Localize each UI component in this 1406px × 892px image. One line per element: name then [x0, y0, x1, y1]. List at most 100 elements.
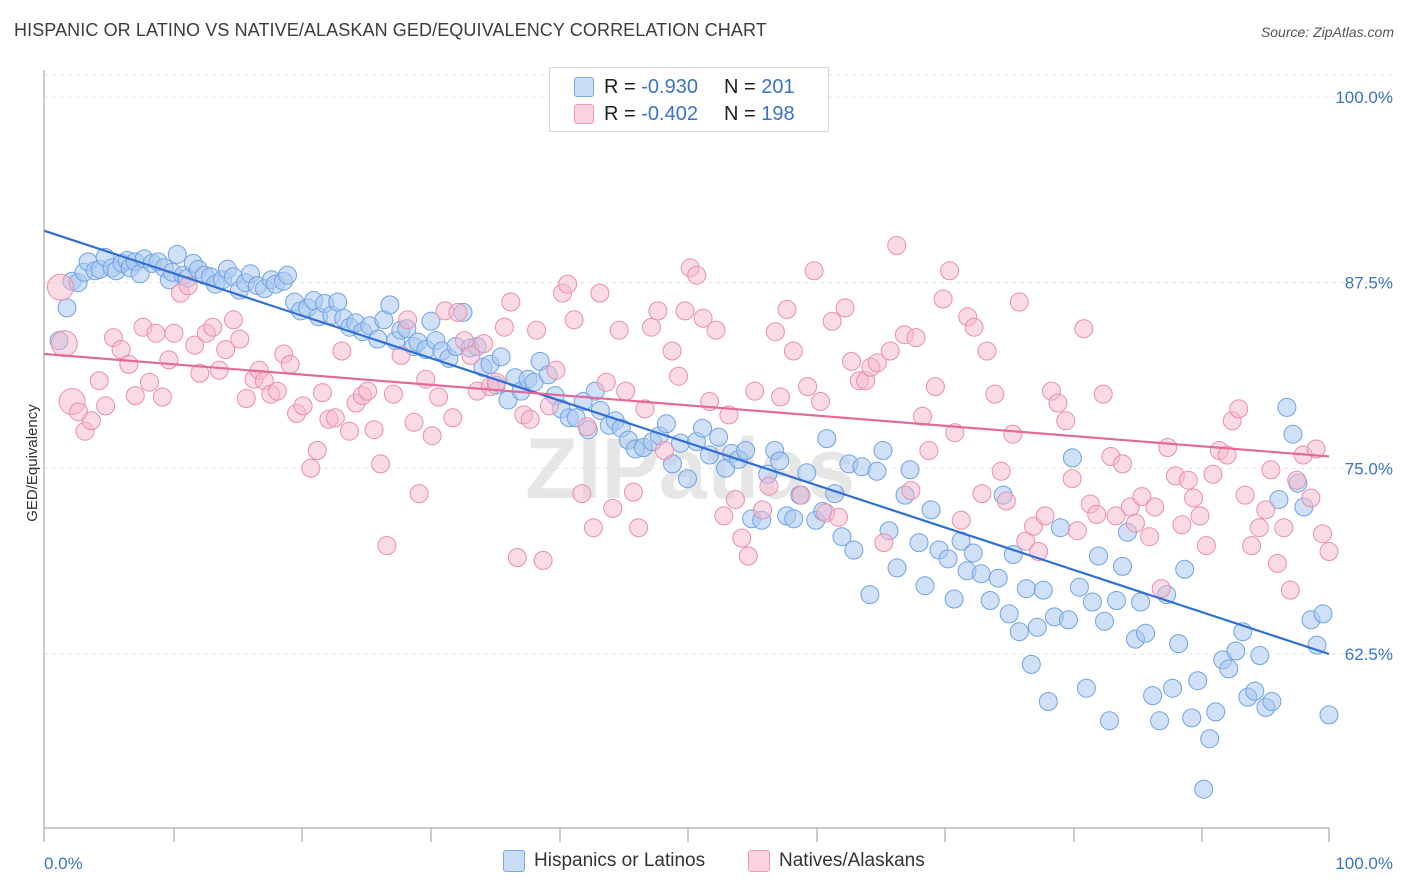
- data-point-natives: [732, 528, 752, 548]
- data-point-hispanics: [693, 418, 712, 438]
- data-point-hispanics: [915, 576, 935, 596]
- data-point-natives: [940, 261, 960, 281]
- data-point-hispanics: [1021, 654, 1041, 674]
- data-point-natives: [771, 387, 790, 407]
- data-point-natives: [236, 389, 256, 408]
- data-point-natives: [404, 412, 424, 432]
- y-tick-label: 62.5%: [1345, 645, 1393, 664]
- data-point-hispanics: [1095, 611, 1114, 631]
- data-point-hispanics: [784, 509, 804, 529]
- data-point-natives: [398, 310, 418, 330]
- data-point-natives: [669, 366, 689, 386]
- legend-n-value: 198: [761, 102, 795, 125]
- legend-swatch-hispanics: [503, 850, 525, 872]
- data-point-natives: [842, 351, 861, 371]
- data-point-hispanics: [1131, 592, 1151, 612]
- legend-swatch-natives: [574, 104, 594, 124]
- axes: [43, 70, 1330, 842]
- data-point-hispanics: [1062, 448, 1082, 468]
- data-point-hispanics: [1175, 559, 1195, 579]
- data-point-natives: [429, 387, 449, 407]
- data-point-natives: [1249, 518, 1269, 538]
- data-point-natives: [1145, 497, 1165, 517]
- data-point-natives: [654, 441, 674, 460]
- legend-r-label: R =: [604, 102, 636, 125]
- data-point-natives: [1140, 527, 1160, 547]
- data-point-hispanics: [1003, 545, 1023, 564]
- data-point-natives: [906, 328, 926, 348]
- data-point-hispanics: [1050, 518, 1070, 538]
- y-axis-title: GED/Equivalency: [24, 404, 41, 522]
- data-point-hispanics: [817, 429, 837, 449]
- data-point-natives: [1313, 524, 1332, 544]
- data-point-natives: [777, 299, 797, 319]
- data-point-natives: [996, 491, 1016, 511]
- x-tick-label-max: 100.0%: [1335, 854, 1393, 873]
- data-point-natives: [1087, 504, 1107, 524]
- data-point-natives: [867, 353, 887, 373]
- data-point-natives: [152, 387, 172, 407]
- trend-line-natives: [43, 352, 1330, 458]
- data-point-hispanics: [1219, 659, 1239, 679]
- data-point-natives: [738, 546, 758, 566]
- data-point-natives: [564, 310, 584, 330]
- data-point-hispanics: [1269, 490, 1289, 509]
- data-point-hispanics: [1100, 711, 1119, 731]
- data-point-hispanics: [844, 540, 864, 560]
- data-point-natives: [623, 482, 643, 502]
- data-point-hispanics: [1245, 681, 1265, 701]
- data-point-hispanics: [770, 451, 790, 471]
- y-tick-labels: 62.5% 75.0% 87.5% 100.0%: [1335, 88, 1393, 664]
- data-point-natives: [325, 408, 345, 428]
- data-point-hispanics: [1058, 610, 1078, 630]
- data-point-hispanics: [1027, 617, 1047, 637]
- data-point-natives: [811, 392, 830, 411]
- data-point-natives: [461, 345, 481, 365]
- data-point-hispanics: [1143, 686, 1163, 706]
- data-point-natives: [533, 550, 553, 570]
- data-point-hispanics: [1113, 556, 1132, 576]
- data-point-natives: [1009, 292, 1029, 312]
- data-point-hispanics: [938, 549, 958, 569]
- data-point-natives: [925, 377, 945, 397]
- x-tick-label-min: 0.0%: [44, 854, 83, 873]
- data-point-natives: [1056, 411, 1076, 431]
- legend-r-value: -0.402: [641, 102, 698, 125]
- data-point-natives: [822, 311, 842, 331]
- data-point-hispanics: [1076, 678, 1096, 698]
- data-point-hispanics: [1009, 622, 1029, 642]
- legend-item-natives: Natives/Alaskans: [748, 850, 925, 872]
- data-point-natives: [1319, 542, 1339, 561]
- data-point-natives: [945, 423, 965, 443]
- data-point-natives: [577, 417, 597, 437]
- data-point-natives: [293, 396, 313, 416]
- data-point-hispanics: [1136, 623, 1156, 643]
- data-point-hispanics: [421, 311, 441, 331]
- data-point-hispanics: [1033, 580, 1053, 600]
- data-point-natives: [675, 301, 695, 321]
- data-point-natives: [791, 485, 811, 505]
- data-point-natives: [583, 518, 603, 538]
- data-point-hispanics: [678, 469, 697, 489]
- data-point-hispanics: [1107, 591, 1126, 610]
- data-point-hispanics: [909, 533, 929, 553]
- data-point-natives: [377, 536, 397, 556]
- data-point-natives: [364, 420, 384, 440]
- data-point-hispanics: [873, 441, 893, 460]
- series-hispanics-points: [49, 244, 1339, 799]
- data-point-natives: [687, 265, 707, 285]
- data-point-natives: [1067, 521, 1087, 541]
- data-point-hispanics: [328, 292, 348, 312]
- data-point-natives: [1203, 464, 1223, 484]
- data-point-hispanics: [1016, 579, 1036, 599]
- data-point-hispanics: [1200, 729, 1220, 749]
- data-point-natives: [267, 381, 287, 401]
- data-point-hispanics: [1163, 678, 1183, 698]
- data-point-natives: [96, 396, 116, 416]
- legend-item-hispanics: Hispanics or Latinos: [503, 850, 705, 872]
- data-point-natives: [1062, 469, 1082, 489]
- data-point-natives: [1256, 500, 1276, 520]
- data-point-hispanics: [1089, 546, 1108, 566]
- stats-legend: R = -0.930 N = 201 R = -0.402 N = 198: [549, 67, 829, 132]
